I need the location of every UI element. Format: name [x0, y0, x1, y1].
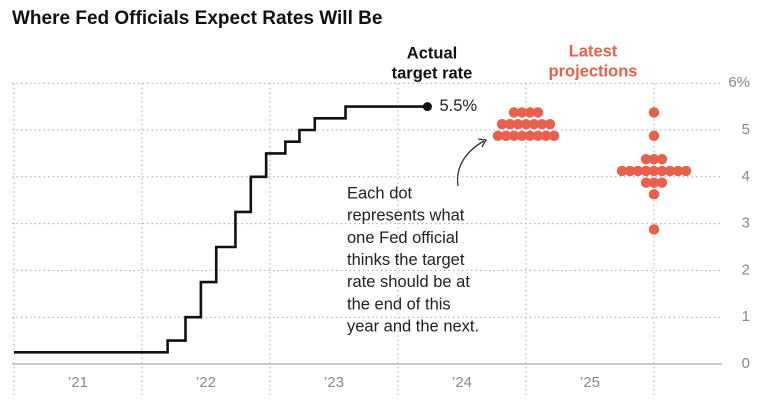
projection-dot: [656, 165, 668, 177]
y-tick-label: 1: [742, 308, 750, 325]
annotation: represents what: [347, 207, 465, 225]
projection-dot: [544, 118, 556, 130]
projection-dot: [512, 118, 524, 130]
projection-dot: [524, 107, 536, 118]
projection-dot: [500, 130, 512, 142]
projection-dot: [648, 154, 660, 165]
arrow-head: [477, 138, 488, 148]
projection-dot: [648, 189, 660, 200]
projection-label: Latest: [569, 42, 618, 60]
y-tick-label: 3: [742, 215, 750, 232]
annotation: rate should be at: [347, 273, 470, 291]
projection-dot: [516, 107, 528, 118]
projection-dot: [540, 130, 552, 142]
projection-dot: [504, 118, 516, 130]
projection-dot: [664, 165, 676, 177]
projection-dot: [536, 118, 548, 130]
projection-label: projections: [549, 62, 638, 80]
projection-dot: [492, 130, 504, 142]
projection-dot: [656, 177, 668, 188]
end-dot: [422, 102, 432, 112]
annotation: Each dot: [347, 184, 413, 202]
projection-dot: [648, 177, 660, 188]
projection-dot: [528, 118, 540, 130]
x-tick-label: ’23: [324, 374, 344, 391]
y-tick-label: 2: [742, 261, 750, 278]
projection-dot: [640, 165, 652, 177]
chart-title: Where Fed Officials Expect Rates Will Be: [12, 8, 382, 29]
projection-dot: [672, 165, 684, 177]
end-label: 5.5%: [439, 97, 477, 115]
x-tick-label: ’25: [580, 374, 600, 391]
actual-label: Actual: [407, 44, 457, 62]
projection-dot: [656, 154, 668, 165]
projection-dot: [616, 165, 628, 177]
step-line: [14, 105, 428, 354]
projection-dot: [624, 165, 636, 177]
y-tick-label: 5: [742, 121, 750, 138]
annotation: one Fed official: [347, 229, 459, 247]
projection-dot: [640, 177, 652, 188]
annotation: thinks the target: [347, 251, 465, 269]
projection-dot: [548, 130, 560, 142]
actual-label: target rate: [392, 64, 473, 82]
y-tick-label: 0: [742, 355, 750, 372]
projection-dot: [648, 107, 660, 118]
projection-dot: [516, 130, 528, 142]
projection-dot: [508, 130, 520, 142]
projection-dot: [524, 130, 536, 142]
projection-dot: [648, 165, 660, 177]
annotation: the end of this: [347, 295, 451, 313]
projection-dot: [640, 154, 652, 165]
y-tick-label: 6%: [728, 74, 750, 91]
projection-dot: [496, 118, 508, 130]
x-tick-label: ’21: [68, 374, 88, 391]
x-tick-label: ’24: [452, 374, 472, 391]
annotation: year and the next.: [347, 318, 479, 336]
y-tick-label: 4: [742, 168, 750, 185]
projection-dot: [648, 224, 660, 235]
annotation-arrow: [456, 140, 485, 187]
projection-dot: [520, 118, 532, 130]
projection-dot: [648, 130, 660, 142]
projection-dot: [632, 165, 644, 177]
projection-dot: [532, 130, 544, 142]
projection-dot: [508, 107, 520, 118]
x-tick-label: ’22: [196, 374, 216, 391]
projection-dot: [680, 165, 692, 177]
projection-dot: [532, 107, 544, 118]
